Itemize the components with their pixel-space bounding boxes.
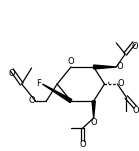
Text: F: F bbox=[36, 79, 41, 88]
Polygon shape bbox=[94, 65, 116, 69]
Text: O: O bbox=[131, 42, 138, 51]
Text: O: O bbox=[80, 140, 87, 149]
Polygon shape bbox=[42, 84, 72, 103]
Text: O: O bbox=[28, 96, 35, 105]
Text: O: O bbox=[117, 79, 124, 88]
Polygon shape bbox=[92, 101, 95, 118]
Text: O: O bbox=[9, 69, 16, 78]
Text: O: O bbox=[68, 57, 74, 66]
Text: ʼ: ʼ bbox=[106, 80, 110, 90]
Text: O: O bbox=[132, 106, 139, 115]
Text: O: O bbox=[91, 118, 97, 127]
Text: O: O bbox=[116, 62, 123, 71]
